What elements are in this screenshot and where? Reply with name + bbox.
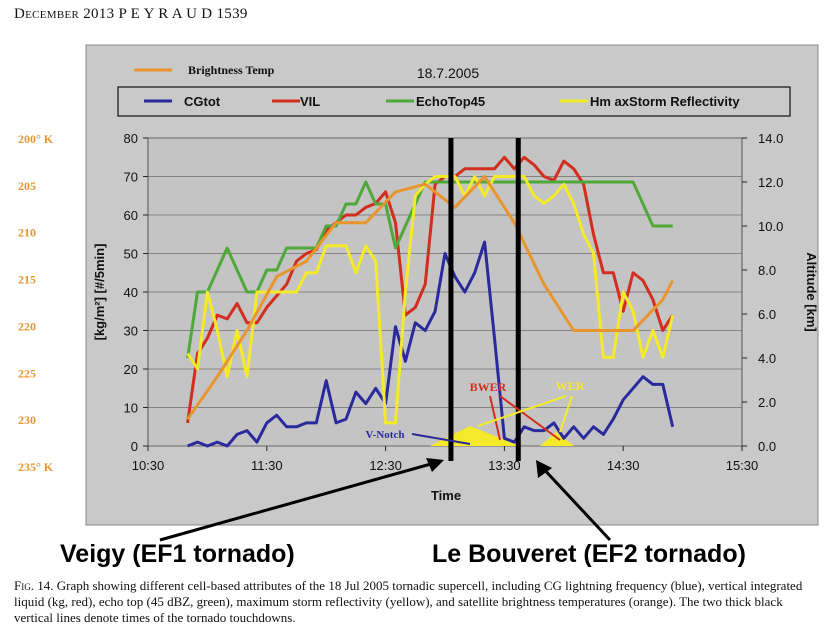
header-author: P E Y R A U D [118, 6, 213, 22]
brightness-tick-label: 225 [18, 366, 36, 380]
brightness-tick-label: 215 [18, 273, 36, 287]
veigy-tornado-label: Veigy (EF1 tornado) [60, 540, 295, 568]
left-tick-label: 10 [124, 401, 138, 416]
right-tick-label: 2.0 [758, 395, 776, 410]
figure-label: Fig. 14. [14, 578, 54, 593]
bwer-arrow-1 [489, 395, 501, 441]
series-line-4 [186, 175, 675, 420]
page-header: December 2013 P E Y R A U D 1539 [14, 6, 248, 23]
v-notch-arrow [411, 433, 471, 445]
x-tick-label: 10:30 [132, 458, 165, 473]
veigy-arrow-shaft [159, 460, 439, 542]
x-axis-label: Time [431, 488, 461, 503]
wer-arrow-1 [477, 395, 567, 427]
chart-date-title: 18.7.2005 [417, 65, 479, 81]
x-tick-label: 11:30 [251, 458, 283, 473]
left-tick-label: 20 [124, 362, 138, 377]
figure-caption: Fig. 14. Graph showing different cell-ba… [14, 578, 822, 626]
series-lines [186, 155, 675, 448]
right-tick-label: 4.0 [758, 351, 776, 366]
header-page-number: 1539 [216, 6, 248, 22]
legend-brightness-label: Brightness Temp [188, 63, 275, 77]
left-tick-label: 50 [124, 247, 138, 262]
brightness-tick-label: 210 [18, 226, 36, 240]
wer-arrow-2 [559, 395, 573, 433]
left-tick-label: 60 [124, 208, 138, 223]
legend-label-1: VIL [300, 94, 320, 109]
left-tick-label: 70 [124, 170, 138, 185]
right-tick-label: 14.0 [758, 131, 783, 146]
x-tick-label: 15:30 [726, 458, 759, 473]
right-tick-label: 0.0 [758, 439, 776, 454]
header-month-year: December 2013 [14, 6, 115, 22]
right-tick-label: 6.0 [758, 307, 776, 322]
left-axis-label: [kg/m²] [#/5min] [92, 244, 107, 341]
legend-label-0: CGtot [184, 94, 221, 109]
right-tick-label: 12.0 [758, 175, 783, 190]
right-tick-label: 8.0 [758, 263, 776, 278]
wer-label: WER [556, 379, 585, 393]
left-tick-label: 40 [124, 285, 138, 300]
x-tick-label: 14:30 [607, 458, 640, 473]
brightness-tick-label: 220 [18, 319, 36, 333]
left-tick-label: 0 [131, 439, 138, 454]
left-tick-label: 30 [124, 324, 138, 339]
chart-figure: 18.7.2005 Brightness Temp CGtot VIL EchoTop4… [18, 44, 819, 542]
series-line-0 [187, 240, 675, 448]
series-line-1 [186, 155, 674, 424]
bwer-arrow-2 [499, 395, 561, 441]
brightness-tick-label: 205 [18, 179, 36, 193]
brightness-tick-label: 235° K [18, 460, 54, 474]
caption-text: Graph showing different cell-based attri… [14, 578, 803, 625]
right-axis-label: Altitude [km] [804, 252, 819, 331]
brightness-tick-label: 200° K [18, 132, 54, 146]
bouveret-arrow-head [536, 460, 552, 478]
legend-label-2: EchoTop45 [416, 94, 485, 109]
bwer-label: BWER [470, 380, 507, 394]
right-tick-label: 10.0 [758, 219, 783, 234]
legend-label-3: Hm axStorm Reflectivity [590, 94, 740, 109]
veigy-arrow-head [426, 458, 444, 472]
bouveret-arrow-shaft [538, 463, 612, 542]
x-tick-label: 13:30 [488, 458, 521, 473]
brightness-tick-label: 230 [18, 413, 36, 427]
le-bouveret-tornado-label: Le Bouveret (EF2 tornado) [432, 540, 746, 568]
v-notch-label: V-Notch [366, 429, 405, 441]
left-tick-label: 80 [124, 131, 138, 146]
x-tick-label: 12:30 [369, 458, 402, 473]
legend-box [117, 86, 791, 117]
